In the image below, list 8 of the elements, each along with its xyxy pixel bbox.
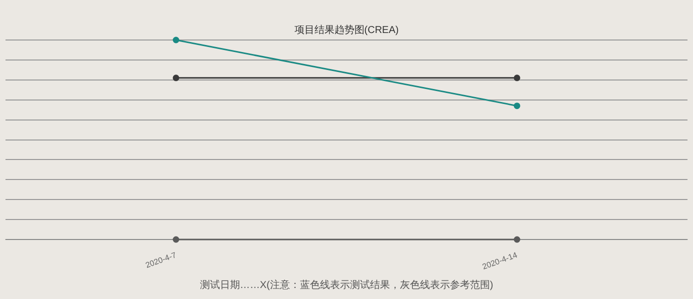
point	[172, 236, 180, 243]
point	[514, 236, 520, 243]
point	[514, 74, 520, 82]
point	[172, 36, 180, 44]
x-axis-title: 测试日期……X(注意：蓝色线表示测试结果，灰色线表示参考范围)	[200, 278, 494, 291]
point	[172, 74, 180, 82]
point	[514, 102, 520, 110]
chart-title: 项目结果趋势图(CREA)	[294, 24, 399, 36]
